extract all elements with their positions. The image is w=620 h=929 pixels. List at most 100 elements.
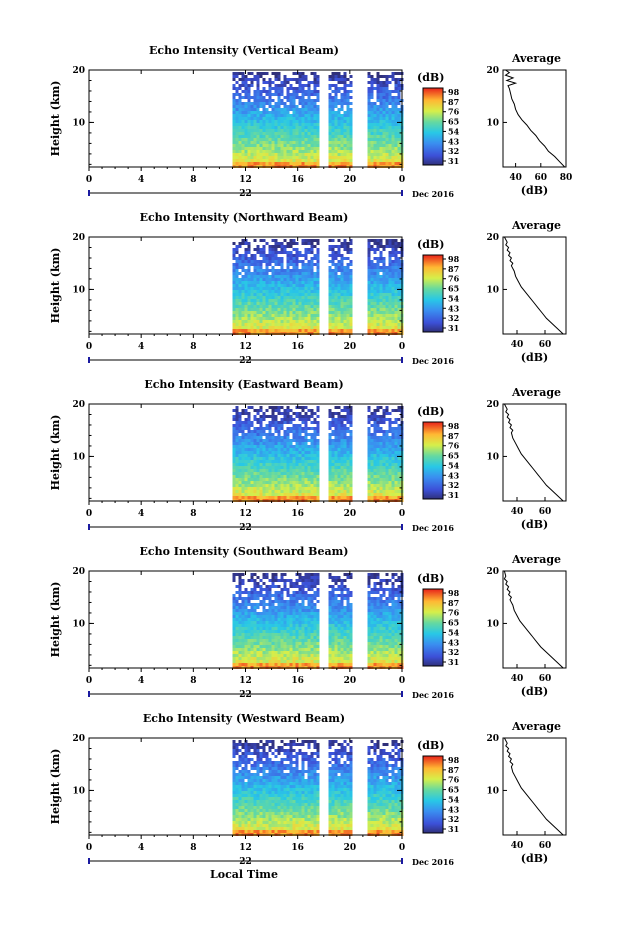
heatmap-cell bbox=[292, 129, 296, 132]
heatmap-cell bbox=[397, 496, 401, 499]
heatmap-cell bbox=[232, 117, 236, 120]
heatmap-cell bbox=[337, 427, 341, 430]
heatmap-cell bbox=[310, 412, 314, 415]
heatmap-cell bbox=[334, 75, 338, 78]
heatmap-cell bbox=[283, 415, 287, 418]
heatmap-cell bbox=[340, 433, 344, 436]
heatmap-cell bbox=[307, 114, 311, 117]
heatmap-cell bbox=[247, 299, 251, 302]
heatmap-cell bbox=[241, 296, 245, 299]
heatmap-cell bbox=[334, 472, 338, 475]
heatmap-cell bbox=[277, 123, 281, 126]
heatmap-cell bbox=[331, 308, 335, 311]
heatmap-cell bbox=[397, 272, 401, 275]
heatmap-cell bbox=[238, 460, 242, 463]
heatmap-cell bbox=[370, 78, 374, 81]
heatmap-cell bbox=[244, 621, 248, 624]
heatmap-cell bbox=[274, 159, 278, 162]
heatmap-cell bbox=[310, 272, 314, 275]
heatmap-cell bbox=[391, 484, 395, 487]
heatmap-cell bbox=[289, 445, 293, 448]
heatmap-cell bbox=[310, 93, 314, 96]
heatmap-cell bbox=[385, 308, 389, 311]
heatmap-cell bbox=[283, 284, 287, 287]
heatmap-cell bbox=[304, 257, 308, 260]
heatmap-cell bbox=[382, 123, 386, 126]
heatmap-cell bbox=[373, 418, 377, 421]
heatmap-cell bbox=[283, 460, 287, 463]
heatmap-cell bbox=[274, 138, 278, 141]
heatmap-cell bbox=[340, 141, 344, 144]
heatmap-cell bbox=[328, 421, 332, 424]
heatmap-cell bbox=[238, 290, 242, 293]
heatmap-cell bbox=[373, 239, 377, 242]
heatmap-cell bbox=[370, 248, 374, 251]
heatmap-cell bbox=[379, 448, 383, 451]
heatmap-cell bbox=[238, 463, 242, 466]
heatmap-cell bbox=[259, 320, 263, 323]
heatmap-cell bbox=[232, 463, 236, 466]
heatmap-cell bbox=[268, 406, 272, 409]
heatmap-cell bbox=[340, 302, 344, 305]
heatmap-cell bbox=[343, 147, 347, 150]
heatmap-cell bbox=[385, 84, 389, 87]
heatmap-cell bbox=[253, 317, 257, 320]
heatmap-cell bbox=[343, 153, 347, 156]
heatmap-cell bbox=[292, 162, 296, 165]
heatmap-cell bbox=[250, 660, 254, 663]
heatmap-cell bbox=[238, 72, 242, 75]
heatmap-cell bbox=[256, 436, 260, 439]
heatmap-cell bbox=[247, 597, 251, 600]
heatmap-cell bbox=[265, 657, 269, 660]
heatmap-cell bbox=[349, 269, 353, 272]
heatmap-cell bbox=[304, 296, 308, 299]
heatmap-cell bbox=[382, 317, 386, 320]
heatmap-cell bbox=[265, 314, 269, 317]
heatmap-cell bbox=[259, 463, 263, 466]
heatmap-cell bbox=[271, 663, 275, 666]
heatmap-cell bbox=[367, 451, 371, 454]
heatmap-cell bbox=[262, 153, 266, 156]
heatmap-cell bbox=[292, 418, 296, 421]
heatmap-cell bbox=[382, 93, 386, 96]
heatmap-cell bbox=[262, 287, 266, 290]
heatmap-cell bbox=[289, 162, 293, 165]
heatmap-cell bbox=[247, 293, 251, 296]
heatmap-cell bbox=[370, 132, 374, 135]
heatmap-cell bbox=[373, 415, 377, 418]
heatmap-cell bbox=[367, 421, 371, 424]
heatmap-cell bbox=[367, 290, 371, 293]
heatmap-cell bbox=[274, 639, 278, 642]
heatmap-cell bbox=[253, 162, 257, 165]
heatmap-cell bbox=[280, 272, 284, 275]
heatmap-cell bbox=[286, 105, 290, 108]
heatmap-cell bbox=[379, 320, 383, 323]
heatmap-cell bbox=[385, 150, 389, 153]
heatmap-cell bbox=[235, 460, 239, 463]
heatmap-cell bbox=[331, 484, 335, 487]
heatmap-cell bbox=[349, 251, 353, 254]
heatmap-cell bbox=[256, 248, 260, 251]
heatmap-cell bbox=[316, 120, 320, 123]
heatmap-cell bbox=[376, 308, 380, 311]
heatmap-cell bbox=[340, 299, 344, 302]
heatmap-cell bbox=[337, 305, 341, 308]
heatmap-cell bbox=[334, 299, 338, 302]
heatmap-cell bbox=[280, 81, 284, 84]
heatmap-cell bbox=[334, 487, 338, 490]
heatmap-cell bbox=[235, 302, 239, 305]
heatmap-cell bbox=[292, 72, 296, 75]
heatmap-cell bbox=[313, 463, 317, 466]
heatmap-cell bbox=[280, 147, 284, 150]
heatmap-cell bbox=[304, 436, 308, 439]
heatmap-cell bbox=[256, 78, 260, 81]
heatmap-cell bbox=[280, 102, 284, 105]
heatmap-cell bbox=[274, 633, 278, 636]
heatmap-cell bbox=[337, 326, 341, 329]
heatmap-cell bbox=[295, 454, 299, 457]
heatmap-cell bbox=[247, 72, 251, 75]
heatmap-cell bbox=[295, 251, 299, 254]
heatmap-cell bbox=[268, 496, 272, 499]
heatmap-cell bbox=[289, 132, 293, 135]
heatmap-cell bbox=[370, 466, 374, 469]
